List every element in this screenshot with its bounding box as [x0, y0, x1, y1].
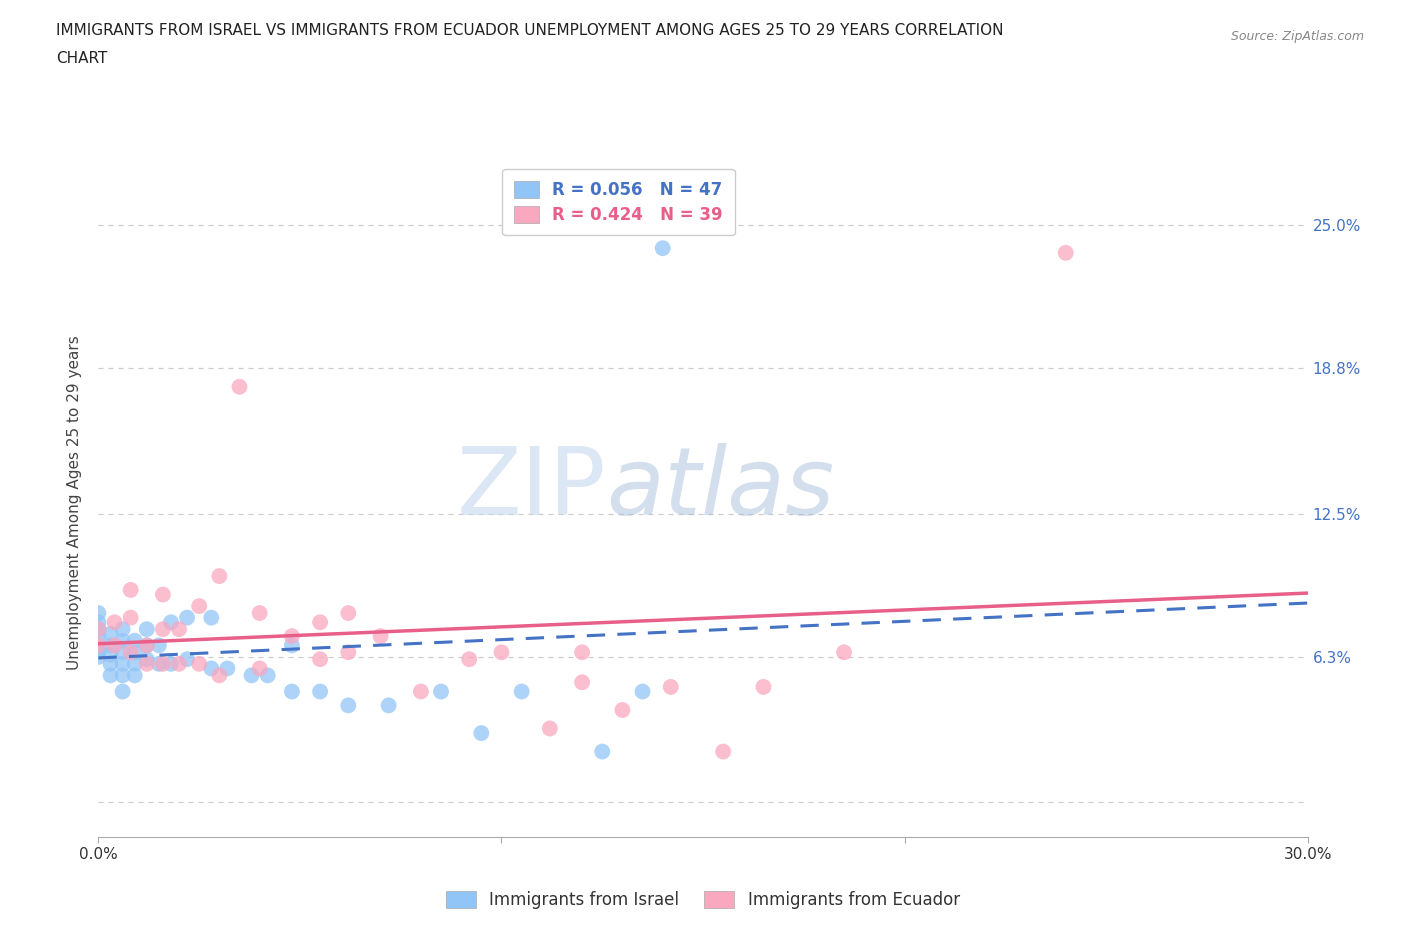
Point	[100, 627, 122, 642]
Point	[87, 629, 110, 644]
Point	[430, 684, 453, 699]
Point	[176, 610, 198, 625]
Point	[208, 568, 231, 583]
Point	[87, 644, 110, 659]
Point	[256, 668, 278, 683]
Point	[111, 657, 134, 671]
Point	[309, 652, 332, 667]
Point	[100, 647, 122, 662]
Point	[711, 744, 734, 759]
Point	[200, 610, 222, 625]
Point	[281, 629, 304, 644]
Point	[120, 582, 142, 597]
Point	[135, 622, 157, 637]
Point	[111, 644, 134, 659]
Point	[309, 684, 332, 699]
Point	[470, 725, 492, 740]
Point	[491, 644, 513, 659]
Point	[111, 622, 134, 637]
Point	[337, 605, 360, 620]
Point	[188, 599, 211, 614]
Point	[651, 241, 673, 256]
Point	[87, 605, 110, 620]
Point	[832, 644, 855, 659]
Point	[281, 684, 304, 699]
Point	[100, 638, 122, 653]
Point	[217, 661, 239, 676]
Point	[111, 633, 134, 648]
Point	[100, 668, 122, 683]
Point	[167, 657, 190, 671]
Point	[167, 622, 190, 637]
Point	[111, 668, 134, 683]
Point	[148, 657, 170, 671]
Point	[188, 657, 211, 671]
Point	[135, 638, 157, 653]
Point	[160, 657, 183, 671]
Point	[228, 379, 250, 394]
Text: Source: ZipAtlas.com: Source: ZipAtlas.com	[1230, 30, 1364, 43]
Point	[370, 629, 392, 644]
Point	[135, 657, 157, 671]
Point	[200, 661, 222, 676]
Point	[120, 644, 142, 659]
Point	[148, 638, 170, 653]
Point	[124, 633, 146, 648]
Point	[135, 638, 157, 653]
Point	[337, 644, 360, 659]
Point	[87, 615, 110, 630]
Point	[87, 649, 110, 664]
Point	[510, 684, 533, 699]
Point	[240, 668, 263, 683]
Point	[571, 675, 593, 690]
Text: CHART: CHART	[56, 51, 108, 66]
Point	[87, 638, 110, 653]
Point	[87, 622, 110, 637]
Point	[160, 615, 183, 630]
Point	[152, 622, 174, 637]
Point	[87, 638, 110, 653]
Point	[631, 684, 654, 699]
Point	[249, 661, 271, 676]
Point	[538, 721, 561, 736]
Point	[124, 644, 146, 659]
Point	[152, 587, 174, 602]
Point	[124, 668, 146, 683]
Legend: Immigrants from Israel, Immigrants from Ecuador: Immigrants from Israel, Immigrants from …	[440, 884, 966, 916]
Point	[152, 657, 174, 671]
Point	[176, 652, 198, 667]
Point	[752, 680, 775, 695]
Point	[659, 680, 682, 695]
Point	[309, 615, 332, 630]
Text: ZIP: ZIP	[457, 443, 606, 535]
Point	[612, 702, 634, 717]
Point	[135, 652, 157, 667]
Text: atlas: atlas	[606, 444, 835, 535]
Point	[120, 610, 142, 625]
Point	[208, 668, 231, 683]
Point	[1054, 246, 1077, 260]
Point	[100, 657, 122, 671]
Point	[409, 684, 432, 699]
Point	[591, 744, 613, 759]
Point	[571, 644, 593, 659]
Point	[103, 638, 125, 653]
Point	[249, 605, 271, 620]
Point	[377, 698, 399, 712]
Point	[458, 652, 481, 667]
Point	[111, 684, 134, 699]
Point	[281, 638, 304, 653]
Point	[337, 698, 360, 712]
Text: IMMIGRANTS FROM ISRAEL VS IMMIGRANTS FROM ECUADOR UNEMPLOYMENT AMONG AGES 25 TO : IMMIGRANTS FROM ISRAEL VS IMMIGRANTS FRO…	[56, 23, 1004, 38]
Point	[103, 615, 125, 630]
Point	[124, 657, 146, 671]
Point	[87, 622, 110, 637]
Y-axis label: Unemployment Among Ages 25 to 29 years: Unemployment Among Ages 25 to 29 years	[67, 335, 83, 670]
